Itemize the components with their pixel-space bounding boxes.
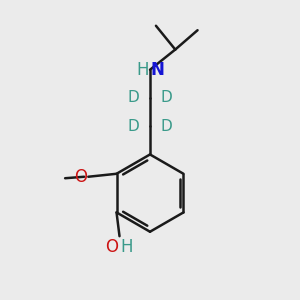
Text: D: D [128, 91, 140, 106]
Text: O: O [105, 238, 118, 256]
Text: D: D [160, 119, 172, 134]
Text: D: D [160, 91, 172, 106]
Text: D: D [128, 119, 140, 134]
Text: H: H [136, 61, 148, 79]
Text: N: N [151, 61, 164, 79]
Text: O: O [74, 168, 87, 186]
Text: H: H [121, 238, 133, 256]
